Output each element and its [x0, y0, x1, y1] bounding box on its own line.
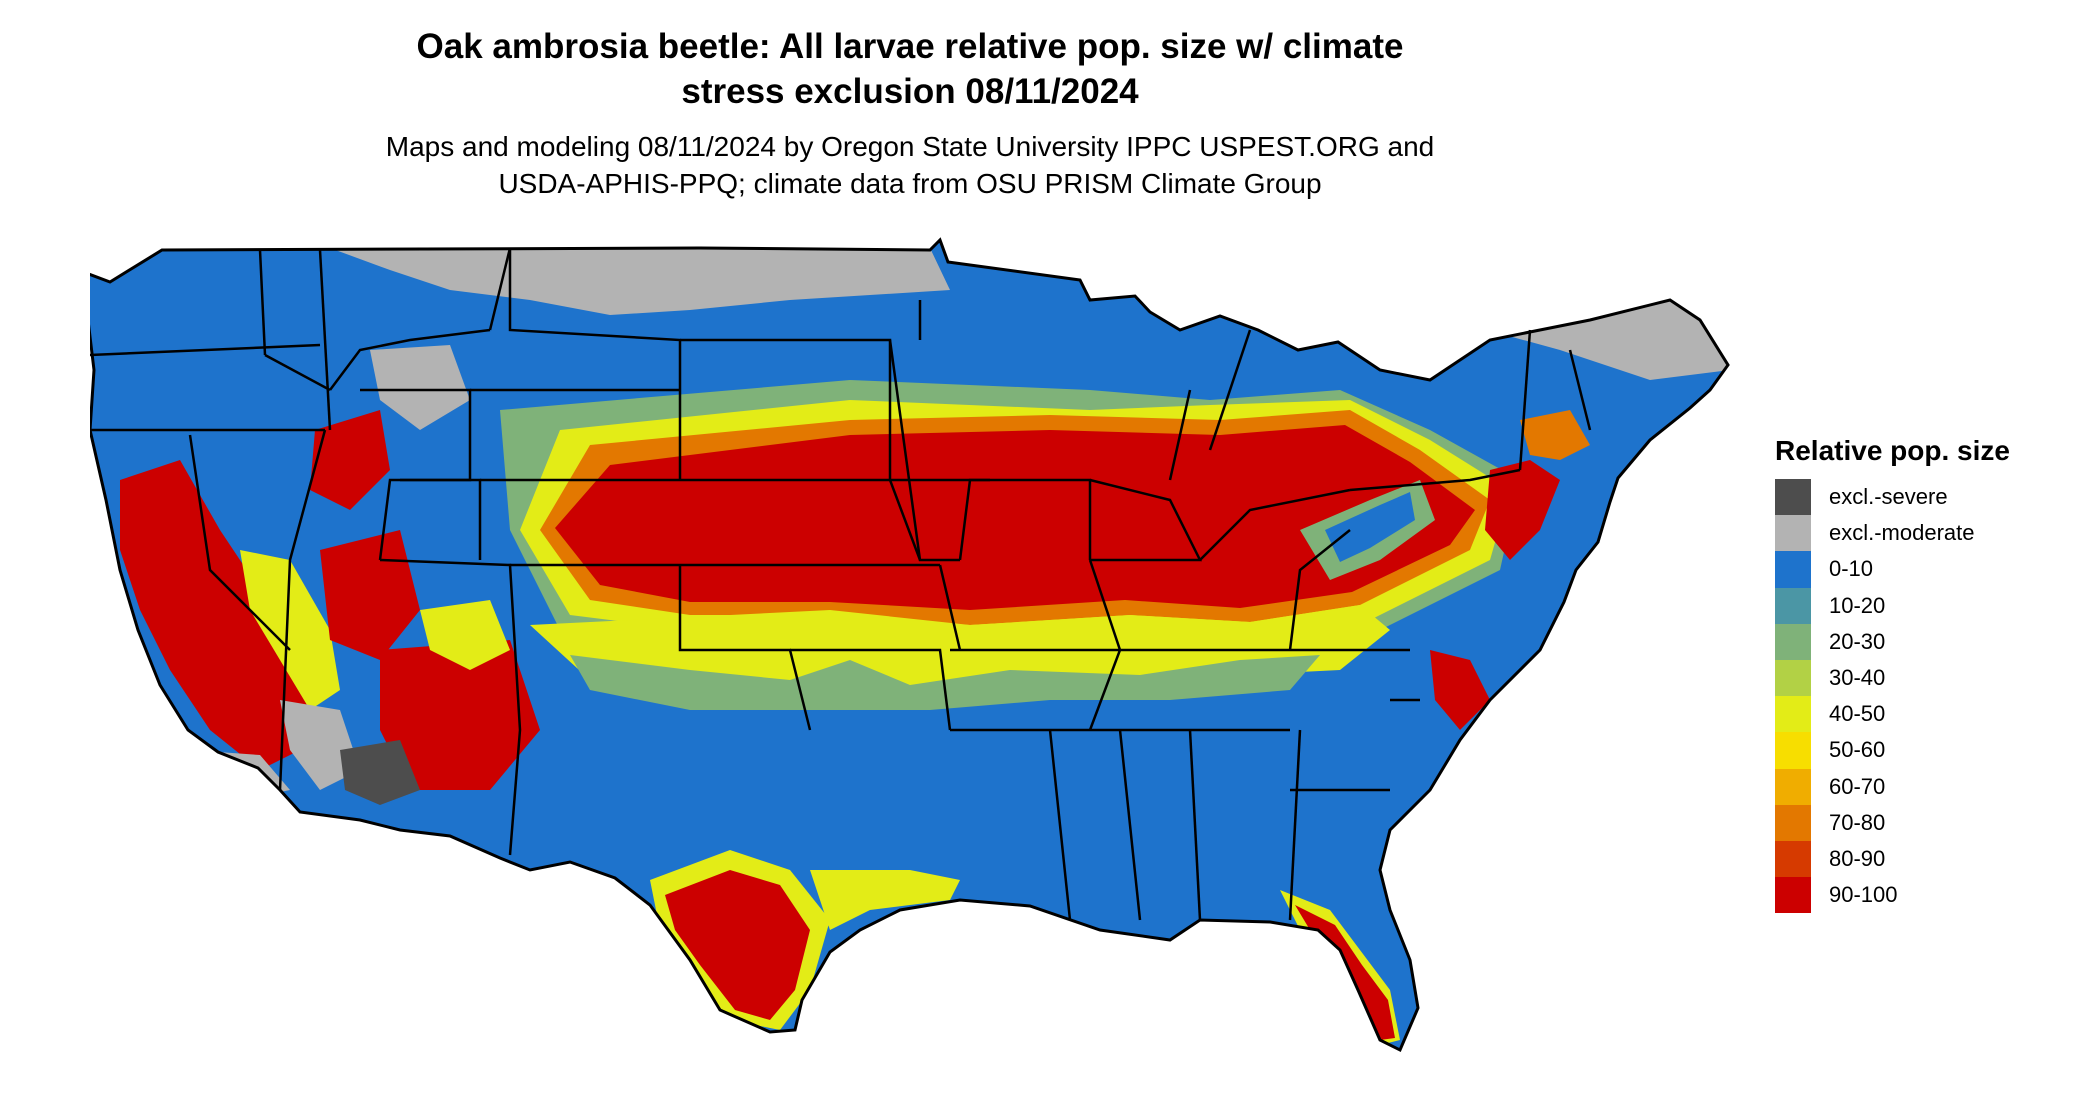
- legend-label: 80-90: [1829, 845, 1886, 871]
- title-line-2: stress exclusion 08/11/2024: [681, 72, 1139, 111]
- legend-label: excl.-moderate: [1829, 520, 1975, 546]
- legend-item: excl.-severe: [1775, 479, 2010, 516]
- legend-items: excl.-severe excl.-moderate 0-10 10-20 20-30…: [1775, 479, 2010, 914]
- legend-label: 60-70: [1829, 773, 1886, 799]
- legend-label: 50-60: [1829, 737, 1886, 763]
- legend-swatch: [1775, 840, 1811, 878]
- legend-label: 0-10: [1829, 556, 1874, 582]
- subtitle-line-1: Maps and modeling 08/11/2024 by Oregon S…: [385, 131, 1435, 162]
- title-line-1: Oak ambrosia beetle: All larvae relative…: [416, 27, 1404, 66]
- legend-swatch: [1775, 659, 1811, 697]
- legend-swatch: [1775, 696, 1811, 733]
- map-subtitle: Maps and modeling 08/11/2024 by Oregon S…: [300, 128, 1520, 202]
- legend-swatch: [1775, 804, 1811, 841]
- legend-swatch: [1775, 623, 1811, 660]
- legend-item: 0-10: [1775, 551, 2010, 588]
- legend-label: 70-80: [1829, 809, 1886, 835]
- legend-label: 30-40: [1829, 665, 1886, 691]
- legend-item: 40-50: [1775, 696, 2010, 733]
- legend-swatch: [1775, 551, 1811, 588]
- legend-swatch: [1775, 587, 1811, 624]
- legend-swatch: [1775, 732, 1811, 769]
- legend-label: 10-20: [1829, 592, 1886, 618]
- legend-item: 90-100: [1775, 877, 2010, 914]
- legend-label: excl.-severe: [1829, 484, 1948, 510]
- legend-label: 90-100: [1829, 882, 1898, 908]
- legend-label: 40-50: [1829, 701, 1886, 727]
- legend-swatch: [1775, 877, 1811, 914]
- legend-item: 50-60: [1775, 732, 2010, 769]
- legend-item: 30-40: [1775, 659, 2010, 697]
- legend-title: Relative pop. size: [1775, 435, 2010, 466]
- map-title: Oak ambrosia beetle: All larvae relative…: [300, 24, 1520, 114]
- legend-item: 60-70: [1775, 768, 2010, 805]
- legend-swatch: [1775, 515, 1811, 552]
- legend-item: 20-30: [1775, 623, 2010, 660]
- legend-label: 20-30: [1829, 628, 1886, 654]
- legend-swatch: [1775, 768, 1811, 805]
- legend: Relative pop. size excl.-severe excl.-mod…: [1775, 433, 2010, 914]
- legend-item: 70-80: [1775, 804, 2010, 841]
- legend-item: 80-90: [1775, 840, 2010, 878]
- us-population-map: [90, 237, 1730, 1053]
- legend-swatch: [1775, 479, 1811, 516]
- subtitle-line-2: USDA-APHIS-PPQ; climate data from OSU PR…: [498, 168, 1322, 199]
- legend-item: excl.-moderate: [1775, 515, 2010, 552]
- legend-item: 10-20: [1775, 587, 2010, 624]
